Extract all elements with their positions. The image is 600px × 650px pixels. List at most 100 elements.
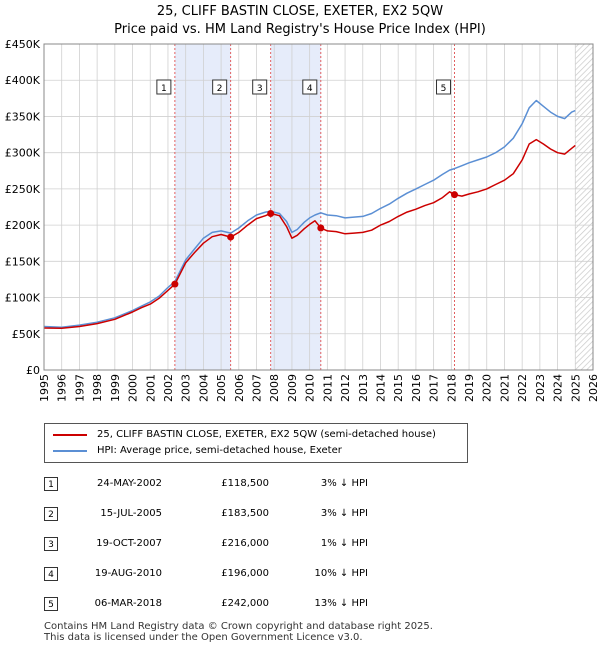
- sale-number-badge: 3: [44, 537, 58, 551]
- property-price-line: [43, 138, 576, 330]
- plot-border: [43, 43, 594, 371]
- sale-date: 15-JUL-2005: [100, 508, 162, 519]
- y-tick-label: £250K: [5, 183, 41, 196]
- sale-marker: [227, 233, 235, 241]
- chart-title: 25, CLIFF BASTIN CLOSE, EXETER, EX2 5QW: [156, 4, 444, 19]
- sale-row: 4 19-AUG-2010 £196,000 10% ↓ HPI: [44, 567, 444, 581]
- x-tick-label: 2016: [410, 374, 423, 402]
- y-tick-label: £0: [26, 364, 40, 377]
- sale-hpi-diff: 1% ↓ HPI: [320, 538, 368, 549]
- sale-price: £196,000: [221, 568, 269, 579]
- x-tick-label: 1997: [73, 374, 86, 402]
- sale-row: 3 19-OCT-2007 £216,000 1% ↓ HPI: [44, 537, 444, 551]
- x-tick-label: 2007: [251, 374, 264, 402]
- x-tick-label: 2004: [197, 374, 210, 402]
- sale-date: 06-MAR-2018: [94, 598, 162, 609]
- legend-swatch-hpi: [53, 449, 87, 452]
- sale-label: 2: [217, 84, 223, 94]
- x-tick-label: 2013: [357, 374, 370, 402]
- x-tick-label: 2010: [304, 374, 317, 402]
- y-tick-label: £400K: [5, 74, 41, 87]
- sale-hpi-diff: 3% ↓ HPI: [320, 478, 368, 489]
- sale-number-badge: 1: [44, 477, 58, 491]
- sale-label-box: [436, 79, 452, 95]
- sale-price: £183,500: [221, 508, 269, 519]
- x-tick-label: 2020: [481, 374, 494, 402]
- sale-hpi-diff: 13% ↓ HPI: [314, 598, 368, 609]
- sale-label-box: [212, 79, 228, 95]
- x-tick-label: 2024: [552, 374, 565, 402]
- sale-label-box: [156, 79, 172, 95]
- y-tick-label: £50K: [12, 328, 41, 341]
- y-tick-label: £100K: [5, 292, 41, 305]
- sale-date: 19-AUG-2010: [94, 568, 162, 579]
- x-tick-label: 2012: [339, 374, 352, 402]
- sale-label: 1: [161, 84, 167, 94]
- hpi-line: [43, 99, 576, 329]
- y-tick-label: £450K: [5, 38, 41, 51]
- legend-label-property: 25, CLIFF BASTIN CLOSE, EXETER, EX2 5QW …: [97, 429, 436, 440]
- x-tick-label: 1999: [109, 374, 122, 402]
- x-tick-label: 2019: [463, 374, 476, 402]
- sale-hpi-diff: 3% ↓ HPI: [320, 508, 368, 519]
- footer-licence: This data is licensed under the Open Gov…: [44, 632, 363, 643]
- x-tick-label: 2022: [516, 374, 529, 402]
- sale-marker: [267, 210, 275, 218]
- x-tick-label: 2011: [321, 374, 334, 402]
- x-tick-label: 2006: [233, 374, 246, 402]
- x-tick-label: 2015: [392, 374, 405, 402]
- sale-label-box: [302, 79, 318, 95]
- sale-row: 5 06-MAR-2018 £242,000 13% ↓ HPI: [44, 597, 444, 611]
- legend-item-property: 25, CLIFF BASTIN CLOSE, EXETER, EX2 5QW …: [53, 429, 436, 440]
- legend-swatch-property: [53, 433, 87, 436]
- x-tick-label: 2018: [445, 374, 458, 402]
- sale-hpi-diff: 10% ↓ HPI: [314, 568, 368, 579]
- x-tick-label: 2008: [268, 374, 281, 402]
- sale-number-badge: 4: [44, 567, 58, 581]
- sale-price: £242,000: [221, 598, 269, 609]
- x-tick-label: 2002: [162, 374, 175, 402]
- x-tick-label: 1995: [38, 374, 51, 402]
- legend-label-hpi: HPI: Average price, semi-detached house,…: [97, 445, 342, 456]
- y-tick-label: £300K: [5, 147, 41, 160]
- x-tick-label: 2009: [286, 374, 299, 402]
- sale-date: 24-MAY-2002: [96, 478, 162, 489]
- x-tick-label: 1996: [56, 374, 69, 402]
- y-tick-label: £150K: [5, 255, 41, 268]
- x-tick-label: 2000: [127, 374, 140, 402]
- footer-copyright: Contains HM Land Registry data © Crown c…: [44, 621, 433, 632]
- sale-label: 4: [307, 84, 313, 94]
- x-tick-label: 2026: [587, 374, 600, 402]
- x-tick-label: 2025: [569, 374, 582, 402]
- legend-item-hpi: HPI: Average price, semi-detached house,…: [53, 445, 342, 456]
- future-region: [575, 44, 593, 370]
- footer: Contains HM Land Registry data © Crown c…: [44, 621, 433, 643]
- x-tick-label: 2001: [144, 374, 157, 402]
- sale-marker: [171, 280, 179, 288]
- sale-label: 3: [257, 84, 263, 94]
- price-chart: 1 2 3 4 5 £0 £50K £100K £150K £200K £250K £300K £350…: [5, 38, 600, 402]
- sale-label-box: [252, 79, 268, 95]
- y-tick-label: £350K: [5, 110, 41, 123]
- sale-number-badge: 5: [44, 597, 58, 611]
- x-tick-label: 2003: [180, 374, 193, 402]
- sale-price: £118,500: [221, 478, 269, 489]
- x-tick-label: 2014: [374, 374, 387, 402]
- chart-subtitle: Price paid vs. HM Land Registry's House …: [114, 22, 486, 37]
- x-tick-label: 2017: [428, 374, 441, 402]
- shaded-range: [270, 44, 321, 370]
- x-tick-label: 2005: [215, 374, 228, 402]
- x-tick-label: 2021: [498, 374, 511, 402]
- x-tick-label: 1998: [91, 374, 104, 402]
- sale-row: 1 24-MAY-2002 £118,500 3% ↓ HPI: [44, 477, 444, 491]
- sale-marker: [317, 224, 325, 232]
- x-tick-label: 2023: [534, 374, 547, 402]
- sale-marker: [451, 191, 459, 199]
- sale-row: 2 15-JUL-2005 £183,500 3% ↓ HPI: [44, 507, 444, 521]
- sale-date: 19-OCT-2007: [96, 538, 162, 549]
- sale-price: £216,000: [221, 538, 269, 549]
- legend: 25, CLIFF BASTIN CLOSE, EXETER, EX2 5QW …: [44, 423, 468, 463]
- sale-label: 5: [441, 84, 447, 94]
- sale-number-badge: 2: [44, 507, 58, 521]
- y-tick-label: £200K: [5, 219, 41, 232]
